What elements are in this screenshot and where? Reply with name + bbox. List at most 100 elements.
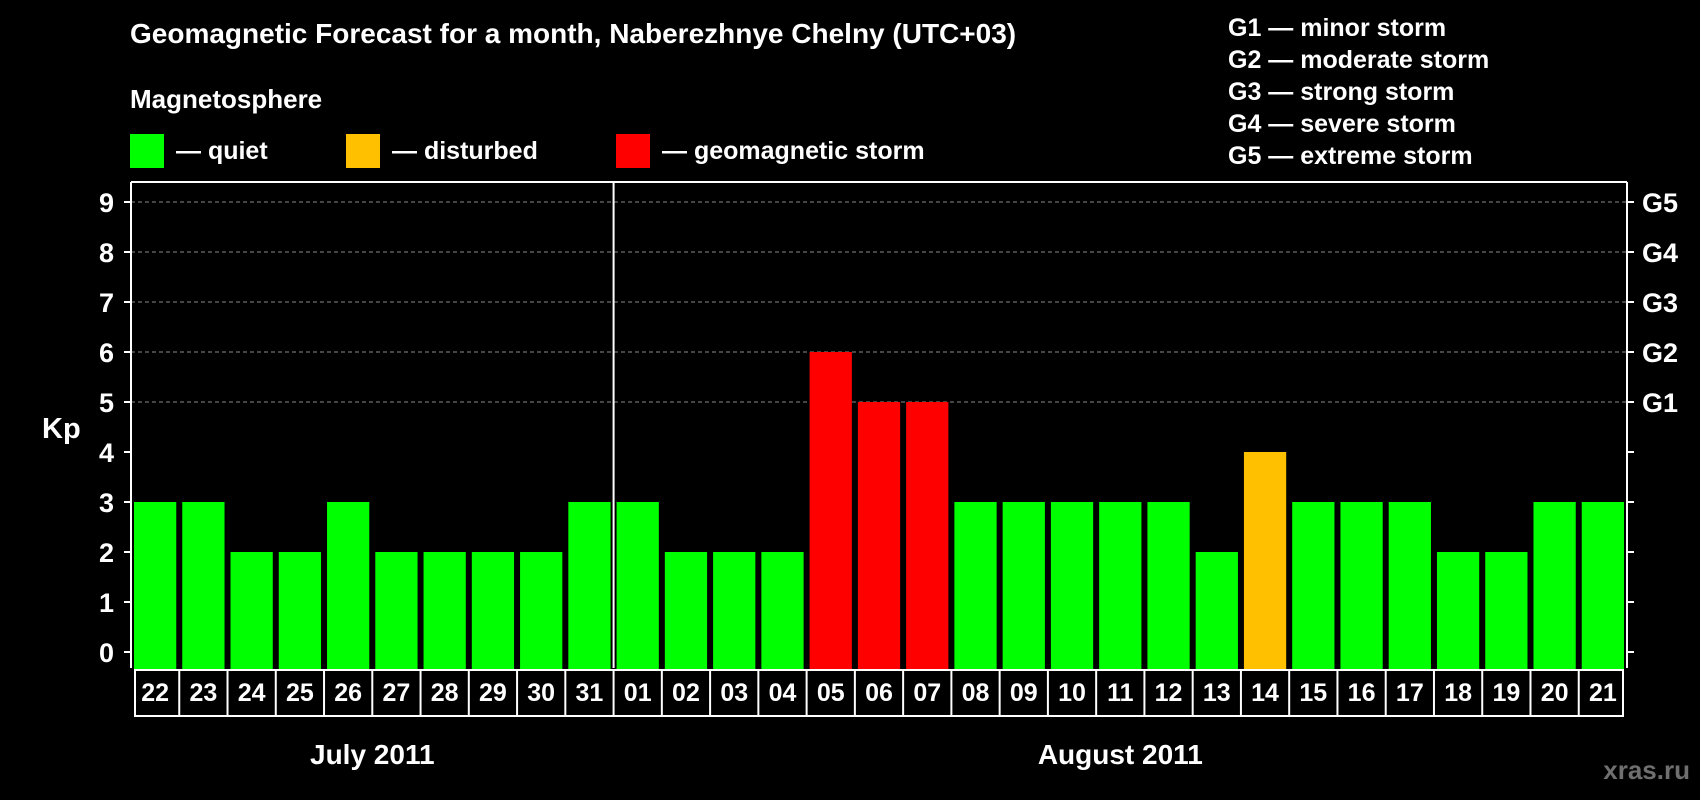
x-tick-label-01: 01 [624,679,652,707]
y-tick-label-4: 4 [99,438,114,468]
bar-15 [1292,502,1335,669]
legend-swatch-quiet [130,134,164,168]
bar-23 [182,502,225,669]
magnetosphere-label: Magnetosphere [130,84,323,114]
x-tick-label-23: 23 [189,679,217,707]
bar-13 [1195,552,1238,669]
bar-08 [954,502,997,669]
y-tick-label-5: 5 [99,388,114,418]
y-tick-label-0: 0 [99,638,114,668]
right-axis-label-g3: G3 [1642,288,1678,318]
x-tick-label-30: 30 [527,679,555,707]
x-tick-label-28: 28 [431,679,459,707]
bar-16 [1340,502,1383,669]
x-tick-label-16: 16 [1348,679,1376,707]
x-tick-label-22: 22 [141,679,169,707]
storm-scale-list: G1 — minor storm G2 — moderate storm G3 … [1228,12,1489,172]
y-tick-label-3: 3 [99,488,114,518]
x-tick-label-27: 27 [383,679,411,707]
x-tick-label-08: 08 [962,679,990,707]
bar-31 [568,502,611,669]
month-label-1: August 2011 [1038,739,1203,770]
right-axis-label-g2: G2 [1642,338,1678,368]
y-axis-label: Kp [42,413,81,445]
bar-30 [520,552,563,669]
legend-label-disturbed: — disturbed [392,136,538,165]
bar-09 [1002,502,1045,669]
x-tick-label-15: 15 [1299,679,1327,707]
bar-22 [134,502,177,669]
legend-item-quiet: — quiet [130,134,268,168]
right-axis-label-g5: G5 [1642,188,1678,218]
legend-label-quiet: — quiet [176,136,268,165]
bar-03 [713,552,756,669]
x-tick-label-29: 29 [479,679,507,707]
x-tick-label-24: 24 [238,679,266,707]
right-axis-label-g4: G4 [1642,238,1678,268]
x-tick-label-17: 17 [1396,679,1424,707]
x-tick-label-07: 07 [913,679,941,707]
x-tick-label-19: 19 [1492,679,1520,707]
x-tick-label-11: 11 [1107,679,1134,707]
x-tick-label-25: 25 [286,679,314,707]
bar-11 [1099,502,1142,669]
bar-17 [1388,502,1431,669]
x-tick-label-21: 21 [1589,679,1617,707]
y-tick-label-2: 2 [99,538,114,568]
x-tick-label-14: 14 [1251,679,1279,707]
storm-scale-g3: G3 — strong storm [1228,78,1455,106]
x-tick-label-26: 26 [334,679,362,707]
y-tick-label-1: 1 [99,588,114,618]
x-tick-label-03: 03 [720,679,748,707]
bar-28 [423,552,466,669]
bar-21 [1581,502,1624,669]
right-axis-label-g1: G1 [1642,388,1678,418]
x-tick-label-09: 09 [1010,679,1038,707]
bar-25 [278,552,322,669]
bar-14 [1243,452,1287,669]
storm-scale-g2: G2 — moderate storm [1228,46,1490,74]
month-label-0: July 2011 [310,739,435,770]
storm-scale-g5: G5 — extreme storm [1228,142,1473,170]
bar-06 [857,402,901,669]
x-tick-label-13: 13 [1203,679,1231,707]
x-tick-label-18: 18 [1444,679,1472,707]
y-tick-label-9: 9 [99,188,114,218]
bar-24 [230,552,273,669]
bar-12 [1147,502,1190,669]
x-tick-label-02: 02 [672,679,700,707]
bar-10 [1050,502,1094,669]
bar-19 [1485,552,1528,669]
bar-18 [1436,552,1480,669]
storm-scale-g1: G1 — minor storm [1228,14,1447,42]
bar-04 [761,552,804,669]
y-tick-label-6: 6 [99,338,114,368]
y-tick-label-8: 8 [99,238,114,268]
x-tick-label-06: 06 [865,679,893,707]
legend-swatch-disturbed [346,134,380,168]
watermark: xras.ru [1603,755,1690,785]
legend-swatch-storm [616,134,650,168]
legend-item-storm: — geomagnetic storm [616,134,925,168]
legend-label-storm: — geomagnetic storm [662,136,925,165]
bar-27 [375,552,418,669]
x-tick-label-31: 31 [576,679,604,707]
legend-item-disturbed: — disturbed [346,134,538,168]
storm-scale-g4: G4 — severe storm [1228,110,1456,138]
bar-07 [906,402,949,669]
bar-02 [664,552,708,669]
x-tick-label-04: 04 [769,679,797,707]
x-tick-label-10: 10 [1058,679,1086,707]
x-tick-label-12: 12 [1155,679,1183,707]
bar-01 [616,502,659,669]
chart-title: Geomagnetic Forecast for a month, Nabere… [130,18,1017,49]
y-tick-label-7: 7 [99,288,114,318]
x-tick-label-20: 20 [1541,679,1569,707]
bar-20 [1533,502,1576,669]
bar-29 [471,552,515,669]
bar-26 [327,502,370,669]
x-tick-label-05: 05 [817,679,845,707]
day-label-box [134,669,1624,717]
bar-05 [809,352,852,669]
